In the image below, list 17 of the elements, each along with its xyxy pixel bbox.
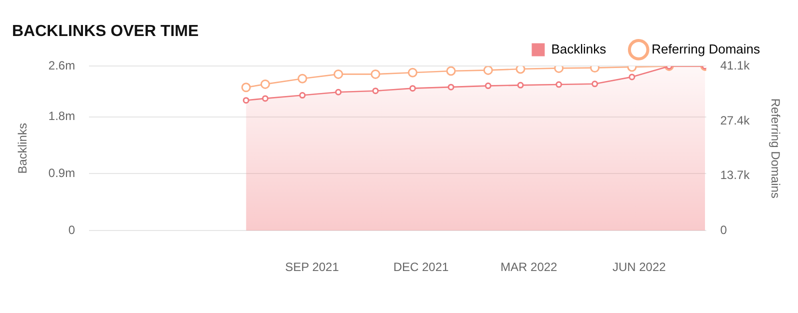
- x-tick-label: JUN 2022: [612, 260, 666, 274]
- y2-tick-label: 41.1k: [720, 58, 751, 73]
- y2-axis-title: Referring Domains: [768, 98, 782, 198]
- y-tick-label: 0.9m: [48, 166, 76, 180]
- y2-tick-label: 27.4k: [720, 113, 751, 128]
- y-axis-title: Backlinks: [16, 123, 30, 174]
- chart-title: BACKLINKS OVER TIME: [12, 23, 199, 40]
- legend-label: Backlinks: [551, 41, 607, 56]
- legend-label: Referring Domains: [652, 41, 760, 56]
- x-tick-label: MAR 2022: [500, 260, 558, 274]
- y2-tick-label: 0: [720, 222, 728, 237]
- x-tick-label: SEP 2021: [285, 260, 340, 274]
- x-tick-label: DEC 2021: [393, 260, 450, 274]
- y-tick-label: 2.6m: [48, 58, 76, 73]
- y-tick-label: 1.8m: [48, 109, 76, 124]
- y-tick-label: 0: [68, 222, 76, 237]
- y2-tick-label: 13.7k: [720, 168, 751, 182]
